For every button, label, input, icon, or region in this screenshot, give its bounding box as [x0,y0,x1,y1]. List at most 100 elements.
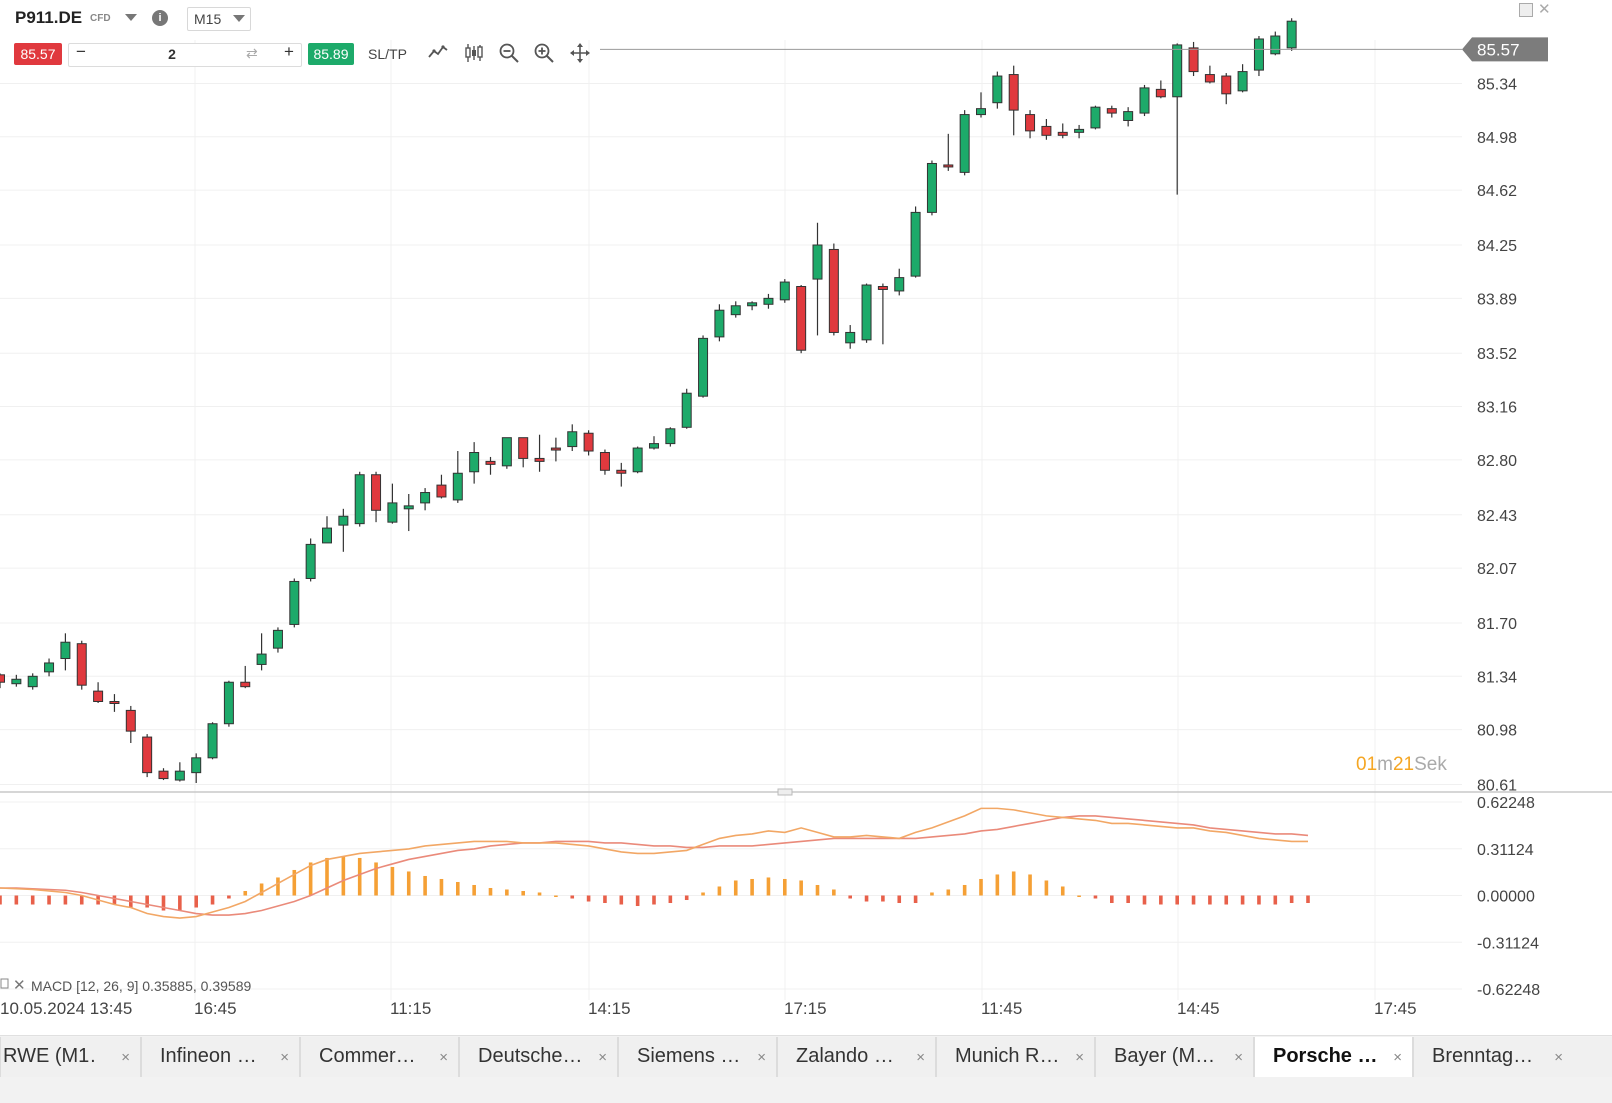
candle [616,462,627,487]
price-tick-label: 85.34 [1477,76,1517,93]
tab-0[interactable]: RWE (M1… × [0,1037,141,1077]
candle-body-up [1172,44,1183,98]
candle [959,110,970,176]
candle [1057,123,1068,139]
candle [845,325,856,349]
candle-body-down [877,286,888,290]
minimize-icon[interactable] [1519,3,1533,17]
price-tick-label: 82.07 [1477,561,1517,578]
candle-body-down [158,770,169,780]
quantity-input[interactable]: 2 [168,46,176,62]
tab-9[interactable]: Brenntag… × [1413,1037,1612,1077]
macd-histogram-bar [979,878,983,896]
indicators-icon[interactable] [463,42,485,64]
candle [1270,31,1281,56]
close-icon[interactable]: ✕ [1538,1,1551,18]
tab-2[interactable]: Commer… × [300,1037,459,1077]
candle [1286,18,1297,51]
tab-close-icon[interactable]: × [1393,1049,1402,1066]
time-tick-label: 14:45 [1177,999,1220,1018]
zoom-out-icon[interactable] [498,42,520,64]
time-tick-label: 17:45 [1374,999,1417,1018]
candle-body-up [11,678,22,685]
sell-price-button[interactable]: 85.57 [14,43,62,65]
candle [158,768,169,781]
macd-histogram-bar [14,895,19,905]
tab-close-icon[interactable]: × [439,1049,448,1066]
tab-close-icon[interactable]: × [121,1049,130,1066]
macd-histogram-bar [178,895,182,911]
tab-close-icon[interactable]: × [757,1049,766,1066]
symbol-label[interactable]: P911.DE [15,8,83,27]
chevron-down-icon[interactable] [233,15,245,22]
candle-body-up [501,437,512,467]
tab-7[interactable]: Bayer (M… × [1095,1037,1254,1077]
tab-label: Munich R… [955,1045,1060,1067]
tab-close-icon[interactable]: × [1075,1049,1084,1066]
quantity-increase-button[interactable]: + [284,42,294,61]
candle-countdown: 01m21Sek [1356,754,1447,775]
tab-close-icon[interactable]: × [916,1049,925,1066]
candle [779,279,790,303]
macd-histogram-bar [1175,895,1179,905]
candle-body-down [550,447,561,451]
candle [305,538,316,582]
tab-close-icon[interactable]: × [280,1049,289,1066]
candle [861,283,872,343]
tab-label: Commer… [319,1045,416,1067]
macd-histogram-bar [1011,871,1016,896]
tab-4[interactable]: Siemens … × [618,1037,777,1077]
tab-close-icon[interactable]: × [1234,1049,1243,1066]
candle-body-up [1090,106,1101,129]
candle [1188,41,1199,77]
tab-close-icon[interactable]: × [598,1049,607,1066]
countdown-part: 01 [1356,754,1377,775]
zoom-in-icon[interactable] [533,42,555,64]
candle-body-down [616,469,627,474]
candle-body-up [27,675,38,688]
price-chart[interactable]: 85.34 84.98 84.62 84.25 83.89 83.52 83.16 82.80… [0,0,1612,1035]
tab-1[interactable]: Infineon … × [141,1037,300,1077]
candle [1221,73,1232,105]
tab-6[interactable]: Munich R… × [936,1037,1095,1077]
info-icon[interactable]: i [152,10,168,26]
macd-histogram-bar [243,890,248,896]
candle-body-up [926,162,937,213]
tab-label: Zalando … [796,1045,894,1067]
panel-resize-handle [777,788,793,796]
sltp-button[interactable]: SL/TP [368,46,407,62]
macd-histogram-bar [1159,895,1163,905]
tab-3[interactable]: Deutsche… × [459,1037,618,1077]
symbol-dropdown-icon[interactable] [125,14,137,21]
price-tick-label: 82.43 [1477,508,1517,525]
candle-body-up [1253,38,1264,71]
macd-histogram-bar [292,869,297,896]
price-tick-label: 81.34 [1477,669,1517,686]
move-icon[interactable] [569,42,591,64]
candle [1204,65,1215,84]
macd-histogram-bar [505,889,509,896]
quantity-stepper[interactable] [68,43,302,67]
candle-body-up [272,629,283,649]
tab-8[interactable]: Porsche … × [1254,1037,1413,1077]
candle-body-down [485,460,496,465]
candle-body-up [338,515,349,526]
candle-body-up [632,447,643,473]
candle-body-up [1139,87,1150,114]
macd-histogram-bar [374,862,378,896]
chart-type-icon[interactable] [427,42,449,64]
candle [485,456,496,475]
tab-close-icon[interactable]: × [1554,1049,1563,1066]
swap-icon[interactable]: ⇄ [246,45,258,61]
tab-label: Siemens … [637,1045,741,1067]
buy-price-button[interactable]: 85.89 [308,43,354,65]
macd-histogram-bar [1289,895,1294,904]
candle [27,673,38,690]
candle [828,243,839,336]
candle-body-up [1286,20,1297,49]
candle [272,627,283,653]
price-tick-label: 82.80 [1477,453,1517,470]
quantity-decrease-button[interactable]: − [76,42,86,61]
tab-5[interactable]: Zalando … × [777,1037,936,1077]
candle-body-down [93,690,104,702]
